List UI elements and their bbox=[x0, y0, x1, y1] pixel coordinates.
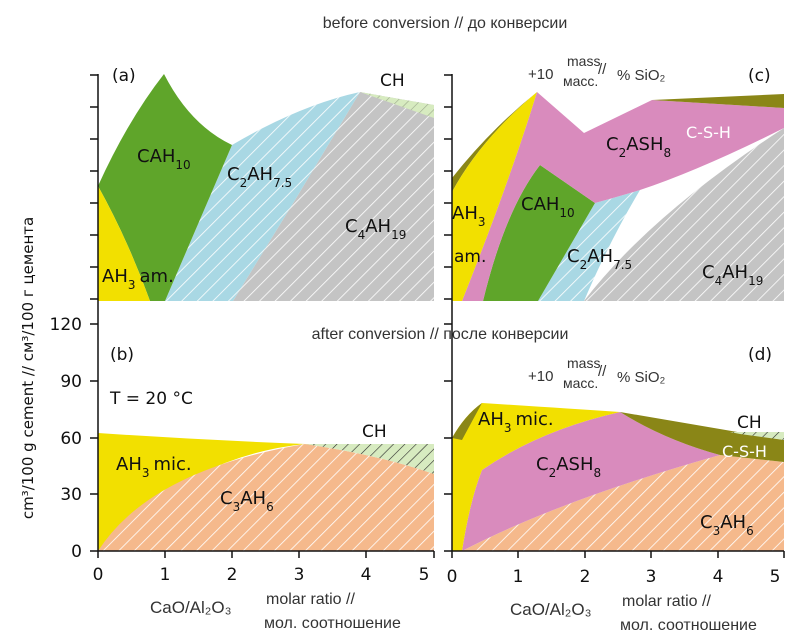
x-tick-label: 3 bbox=[294, 565, 305, 585]
label-ah3-mic-d: AH3 mic. bbox=[478, 409, 554, 435]
cah10-region bbox=[98, 74, 232, 301]
silica-prefix-d: +10 bbox=[528, 368, 553, 385]
label-csh-d: C-S-H bbox=[722, 442, 767, 461]
label-c3ah6-d: C3AH6 bbox=[700, 512, 754, 538]
label-c2ash8-c: C2ASH8 bbox=[606, 134, 671, 160]
cah10-region-c bbox=[483, 165, 595, 301]
x-tick-labels: 0 1 2 3 4 5 0 1 2 3 4 5 bbox=[93, 565, 781, 587]
label-ah3-am-a: AH3 am. bbox=[102, 266, 174, 292]
ch-hatch-d bbox=[730, 432, 784, 440]
panel-d-tag: (d) bbox=[748, 345, 772, 365]
y-ticks-top bbox=[90, 74, 452, 300]
label-ch-d: CH bbox=[737, 413, 762, 433]
temperature-label: T = 20 °C bbox=[109, 389, 193, 409]
silica-suffix-c: % SiO₂ bbox=[617, 67, 666, 84]
x-tick-label: 4 bbox=[361, 565, 372, 585]
c2ah75-hatch bbox=[165, 92, 360, 301]
label-cah10-c: CAH10 bbox=[521, 194, 575, 220]
x-axis-note2-left: мол. соотношение bbox=[264, 615, 401, 632]
silica-slash-d: // bbox=[598, 363, 607, 380]
x-axis-main-left: CaO/Al₂O₃ bbox=[150, 598, 232, 617]
silica-suffix-d: % SiO₂ bbox=[617, 369, 666, 386]
silica-bottom-d: масс. bbox=[563, 375, 598, 391]
c4ah19-hatch bbox=[233, 92, 434, 301]
x-tick-label: 1 bbox=[160, 565, 171, 585]
silica-prefix-c: +10 bbox=[528, 66, 553, 83]
panel-c bbox=[452, 92, 784, 301]
c2ah75-hatch-c bbox=[538, 190, 640, 301]
label-am-c: am. bbox=[454, 247, 486, 267]
x-tick-label: 2 bbox=[227, 565, 238, 585]
silica-bottom-c: масс. bbox=[563, 73, 598, 89]
c2ash8-region-c bbox=[462, 92, 784, 301]
c4ah19-hatch-c bbox=[584, 128, 784, 301]
label-cah10-a: CAH10 bbox=[137, 146, 191, 172]
panel-d bbox=[452, 403, 784, 551]
y-tick-labels: 120 90 60 30 0 bbox=[50, 315, 82, 562]
panel-c-labels: (c) C-S-H C2ASH8 AH3 am. CAH10 C2AH7.5 C… bbox=[452, 66, 771, 288]
label-c2ash8-d: C2ASH8 bbox=[536, 454, 601, 480]
label-ch-b: CH bbox=[362, 422, 387, 442]
csh-region-c bbox=[452, 92, 784, 192]
x-tick-label: 2 bbox=[580, 567, 591, 587]
x-axis-label-right: CaO/Al₂O₃ molar ratio // мол. соотношени… bbox=[510, 593, 757, 634]
x-tick-label: 0 bbox=[93, 565, 104, 585]
label-c4ah19-c: C4AH19 bbox=[702, 262, 763, 288]
panel-b-tag: (b) bbox=[110, 345, 134, 365]
x-ticks bbox=[97, 551, 785, 558]
x-tick-label: 5 bbox=[770, 567, 781, 587]
silica-note-c: +10 mass // масс. % SiO₂ bbox=[528, 53, 666, 89]
y-tick-label: 120 bbox=[50, 315, 82, 335]
y-tick-label: 30 bbox=[60, 485, 82, 505]
x-axis-note1-right: molar ratio // bbox=[622, 593, 711, 610]
panel-b bbox=[98, 433, 434, 551]
ah3-region-c bbox=[452, 92, 537, 301]
x-axis-note2-right: мол. соотношение bbox=[620, 617, 757, 634]
panel-a-tag: (a) bbox=[112, 66, 136, 86]
y-tick-label: 90 bbox=[60, 372, 82, 392]
ah3-am-region bbox=[98, 186, 150, 301]
c3ah6-hatch-d bbox=[462, 455, 784, 551]
x-tick-label: 5 bbox=[419, 565, 430, 585]
x-axis-label-left: CaO/Al₂O₃ molar ratio // мол. соотношени… bbox=[150, 591, 401, 632]
c3ah6-hatch bbox=[98, 444, 434, 551]
ch-hatch bbox=[360, 92, 434, 118]
x-axis-note1-left: molar ratio // bbox=[266, 591, 355, 608]
label-ch-a: CH bbox=[380, 71, 405, 91]
y-tick-label: 60 bbox=[60, 429, 82, 449]
silica-note-d: +10 mass // масс. % SiO₂ bbox=[528, 355, 666, 391]
label-c2ah75-a: C2AH7.5 bbox=[227, 164, 292, 190]
label-ah3-mic-b: AH3 mic. bbox=[116, 454, 192, 480]
y-tick-label: 0 bbox=[71, 542, 82, 562]
y-axis-label: cm³/100 g cement // см³/100 г цемента bbox=[19, 217, 37, 519]
axes bbox=[90, 74, 785, 558]
x-tick-label: 0 bbox=[447, 567, 458, 587]
x-tick-label: 4 bbox=[713, 567, 724, 587]
label-ah3-c: AH3 bbox=[452, 203, 486, 229]
middle-header: after conversion // после конверсии bbox=[312, 326, 569, 343]
panel-a bbox=[98, 74, 434, 301]
panel-c-tag: (c) bbox=[748, 66, 771, 86]
top-header: before conversion // до конверсии bbox=[323, 15, 568, 32]
y-ticks-bottom bbox=[90, 323, 452, 552]
label-c3ah6-b: C3AH6 bbox=[220, 488, 274, 514]
x-tick-label: 3 bbox=[646, 567, 657, 587]
label-c2ah75-c: C2AH7.5 bbox=[567, 246, 632, 272]
silica-top-c: mass bbox=[567, 53, 600, 69]
panel-b-labels: (b) T = 20 °C AH3 mic. C3AH6 CH bbox=[109, 345, 387, 514]
ah3-mic-region bbox=[98, 433, 434, 551]
panel-d-labels: (d) AH3 mic. CH C-S-H C2ASH8 C3AH6 bbox=[478, 345, 772, 538]
label-c4ah19-a: C4AH19 bbox=[345, 216, 406, 242]
silica-top-d: mass bbox=[567, 355, 600, 371]
x-axis-main-right: CaO/Al₂O₃ bbox=[510, 600, 592, 619]
ah3-mic-region-d bbox=[452, 403, 620, 551]
c2ash8-region-d bbox=[462, 412, 720, 551]
csh-region-d bbox=[452, 403, 784, 462]
x-tick-label: 1 bbox=[513, 567, 524, 587]
label-csh-c: C-S-H bbox=[686, 123, 731, 142]
panel-a-labels: (a) CAH10 C2AH7.5 C4AH19 AH3 am. CH bbox=[102, 66, 406, 292]
ch-hatch-b bbox=[305, 444, 434, 474]
silica-slash-c: // bbox=[598, 61, 607, 78]
